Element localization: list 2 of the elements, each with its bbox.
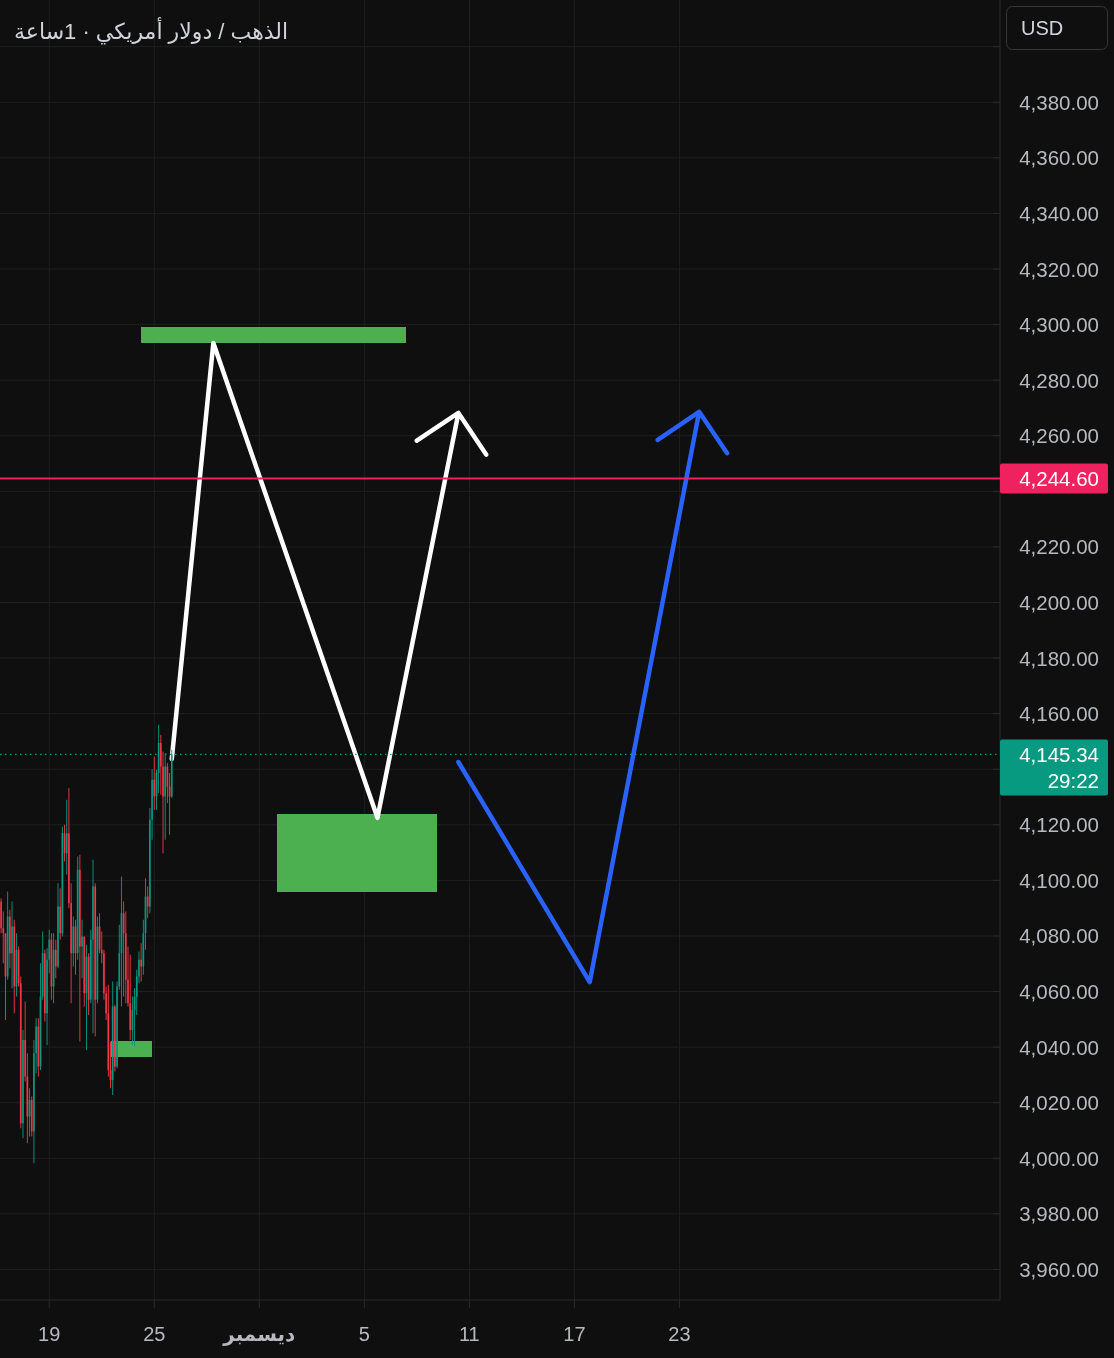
title: الذهب / دولار أمريكي · 1ساعة — [14, 18, 289, 44]
annotation: USD — [1021, 17, 1064, 39]
